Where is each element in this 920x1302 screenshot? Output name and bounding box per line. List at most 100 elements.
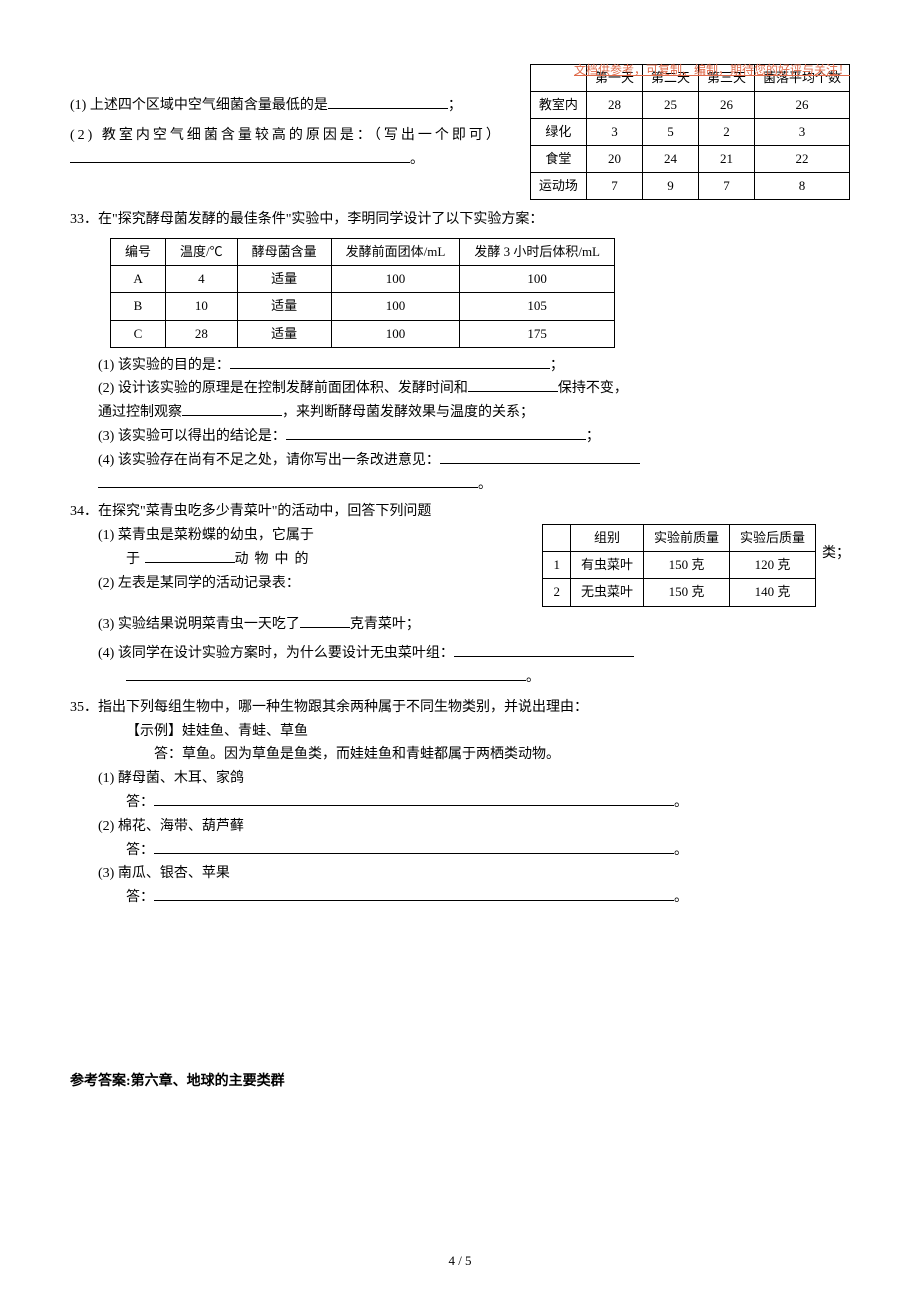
blank	[145, 548, 235, 563]
table-row: 食堂20242122	[530, 146, 849, 173]
table-row: 绿化3523	[530, 119, 849, 146]
blank	[182, 401, 282, 416]
table-row: B10适量100105	[111, 293, 615, 320]
blank	[154, 839, 674, 854]
q34-p1a: (1) 菜青虫是菜粉蝶的幼虫，它属于	[98, 528, 314, 543]
q33-p2b: 保持不变，	[558, 381, 628, 396]
blank	[440, 449, 640, 464]
q34-p1-tail: 类；	[822, 542, 850, 566]
cell: 教室内	[530, 92, 586, 119]
th: 实验后质量	[729, 525, 815, 552]
cell: 8	[754, 173, 849, 200]
th	[543, 525, 571, 552]
q33-stem: 33．在"探究酵母菌发酵的最佳条件"实验中，李明同学设计了以下实验方案：	[70, 208, 850, 232]
blank	[70, 148, 410, 163]
q33-p2a: (2) 设计该实验的原理是在控制发酵前面团体积、发酵时间和	[98, 381, 468, 396]
cell: 28	[586, 92, 642, 119]
period: 。	[674, 890, 688, 905]
page-number: 4 / 5	[70, 1250, 850, 1272]
blank	[230, 354, 550, 369]
q34-p3a: (3) 实验结果说明菜青虫一天吃了	[98, 617, 300, 632]
cell: 有虫菜叶	[570, 552, 643, 579]
period: 。	[478, 477, 492, 492]
blank	[454, 642, 634, 657]
q33-p4: (4) 该实验存在尚有不足之处，请你写出一条改进意见：	[98, 453, 440, 468]
th: 酵母菌含量	[237, 239, 331, 266]
th: 发酵 3 小时后体积/mL	[460, 239, 615, 266]
period: 。	[674, 843, 688, 858]
q34-p1b: 动物中的	[235, 552, 315, 567]
semi: ；	[448, 98, 462, 113]
cell: 3	[754, 119, 849, 146]
table-row: 1有虫菜叶150 克120 克	[543, 552, 816, 579]
period: 。	[526, 670, 540, 685]
q33-p2d: ，来判断酵母菌发酵效果与温度的关系；	[282, 405, 534, 420]
cell: 28	[166, 320, 238, 347]
ans-label: 答：	[126, 795, 154, 810]
q32-p2-text: (2) 教室内空气细菌含量较高的原因是：（写出一个即可）	[70, 128, 503, 143]
blank	[328, 94, 448, 109]
cell: 2	[698, 119, 754, 146]
header-note: 文档供参考，可复制、编制，期待您的好评与关注！	[574, 60, 850, 80]
cell: 25	[642, 92, 698, 119]
q33-p2c: 通过控制观察	[98, 405, 182, 420]
cell: 26	[754, 92, 849, 119]
cell: 2	[543, 579, 571, 606]
cell: 22	[754, 146, 849, 173]
q35-example: 【示例】娃娃鱼、青蛙、草鱼	[126, 720, 850, 744]
cell: 3	[586, 119, 642, 146]
cell: 7	[586, 173, 642, 200]
cell: 150 克	[643, 579, 729, 606]
blank	[286, 425, 586, 440]
table-row: 2无虫菜叶150 克140 克	[543, 579, 816, 606]
th: 发酵前面团体/mL	[331, 239, 460, 266]
reference-heading: 参考答案:第六章、地球的主要类群	[70, 1070, 850, 1094]
cell: 1	[543, 552, 571, 579]
q34-p2: (2) 左表是某同学的活动记录表：	[98, 572, 532, 596]
cell: 100	[331, 320, 460, 347]
cell: C	[111, 320, 166, 347]
cell: 10	[166, 293, 238, 320]
period: 。	[410, 152, 424, 167]
q35-stem: 35．指出下列每组生物中，哪一种生物跟其余两种属于不同生物类别，并说出理由：	[70, 696, 850, 720]
q35-example-ans: 答：草鱼。因为草鱼是鱼类，而娃娃鱼和青蛙都属于两栖类动物。	[126, 743, 850, 767]
cell: 105	[460, 293, 615, 320]
cell: 100	[331, 293, 460, 320]
q33-p1: (1) 该实验的目的是：	[98, 358, 230, 373]
cell: 绿化	[530, 119, 586, 146]
blank	[126, 666, 526, 681]
table-row: 运动场7978	[530, 173, 849, 200]
q32-p1-text: (1) 上述四个区域中空气细菌含量最低的是	[70, 98, 328, 113]
blank	[154, 886, 674, 901]
cell: 9	[642, 173, 698, 200]
period: 。	[674, 795, 688, 810]
q34-stem: 34．在探究"菜青虫吃多少青菜叶"的活动中，回答下列问题	[70, 500, 850, 524]
q35-g2: (2) 棉花、海带、葫芦藓	[98, 815, 850, 839]
cell: 适量	[237, 320, 331, 347]
cell: 140 克	[729, 579, 815, 606]
cell: 175	[460, 320, 615, 347]
q33-p3: (3) 该实验可以得出的结论是：	[98, 429, 286, 444]
cell: 适量	[237, 266, 331, 293]
table-row: C28适量100175	[111, 320, 615, 347]
cell: 20	[586, 146, 642, 173]
semi: ；	[550, 358, 564, 373]
blank	[98, 473, 478, 488]
th: 组别	[570, 525, 643, 552]
q34-p4a: (4) 该同学在设计实验方案时，为什么要设计无虫菜叶组：	[98, 646, 454, 661]
cell: 21	[698, 146, 754, 173]
cell: 26	[698, 92, 754, 119]
cell: 24	[642, 146, 698, 173]
table-row: 教室内28252626	[530, 92, 849, 119]
th: 实验前质量	[643, 525, 729, 552]
cell: A	[111, 266, 166, 293]
blank	[468, 377, 558, 392]
cell: 5	[642, 119, 698, 146]
cell: 4	[166, 266, 238, 293]
cell: B	[111, 293, 166, 320]
cell: 100	[460, 266, 615, 293]
th: 编号	[111, 239, 166, 266]
blank	[154, 791, 674, 806]
cell: 150 克	[643, 552, 729, 579]
th: 温度/℃	[166, 239, 238, 266]
